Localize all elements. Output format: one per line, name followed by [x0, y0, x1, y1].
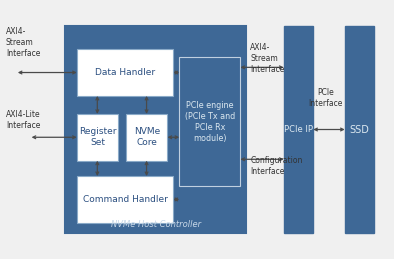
Text: AXI4-
Stream
Interface: AXI4- Stream Interface [6, 27, 40, 58]
Bar [179, 57, 240, 186]
Text: Configuration
Interface: Configuration Interface [250, 156, 303, 176]
Text: PCIe
Interface: PCIe Interface [309, 88, 343, 109]
Text: PCIe IP: PCIe IP [284, 125, 313, 134]
Text: NVMe
Core: NVMe Core [134, 127, 160, 147]
Text: AXI4-
Stream
Interface: AXI4- Stream Interface [250, 43, 284, 74]
Bar [345, 26, 374, 233]
Text: SSD: SSD [349, 125, 370, 134]
Text: AXI4-Lite
Interface: AXI4-Lite Interface [6, 110, 41, 131]
Bar [126, 114, 167, 161]
Text: NVMe Host Controller: NVMe Host Controller [111, 220, 201, 228]
Bar [284, 26, 313, 233]
Bar [77, 176, 173, 223]
Text: PCIe engine
(PCIe Tx and
PCIe Rx
module): PCIe engine (PCIe Tx and PCIe Rx module) [185, 100, 235, 143]
Text: Register
Set: Register Set [79, 127, 116, 147]
Bar [77, 49, 173, 96]
Bar [77, 114, 118, 161]
Text: Command Handler: Command Handler [83, 195, 167, 204]
Text: Data Handler: Data Handler [95, 68, 155, 77]
Bar [65, 26, 246, 233]
